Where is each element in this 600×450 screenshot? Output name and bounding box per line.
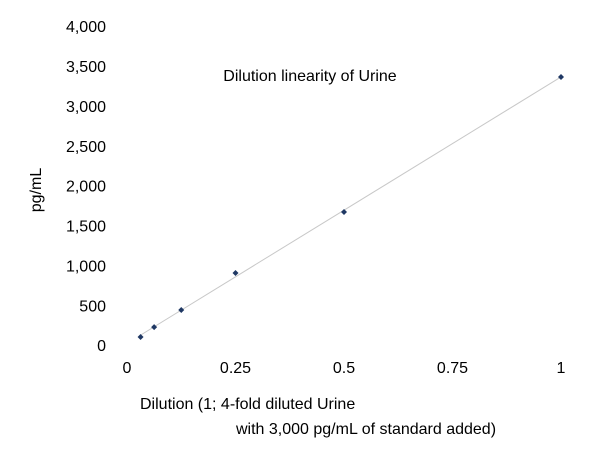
data-point	[137, 334, 144, 341]
y-tick-label: 1,500	[66, 219, 106, 236]
y-tick-label: 2,500	[66, 139, 106, 156]
x-tick-label: 0.25	[220, 360, 251, 377]
data-point	[232, 269, 239, 276]
data-point	[151, 324, 158, 331]
y-tick-label: 500	[79, 298, 106, 315]
y-tick-label: 4,000	[66, 19, 106, 36]
x-tick-label: 0	[123, 360, 132, 377]
x-tick-label: 0.75	[437, 360, 468, 377]
chart-title: Dilution linearity of Urine	[223, 68, 397, 85]
y-tick-label: 1,000	[66, 258, 106, 275]
x-tick-label: 0.5	[333, 360, 355, 377]
x-axis-label: Dilution (1; 4-fold diluted Urine	[140, 396, 355, 413]
y-tick-label: 2,000	[66, 179, 106, 196]
y-tick-label: 0	[97, 338, 106, 355]
data-point	[341, 208, 347, 215]
y-tick-label: 3,500	[66, 59, 106, 76]
x-tick-label: 1	[557, 360, 566, 377]
y-tick-label: 3,000	[66, 99, 106, 116]
trendline	[140, 76, 562, 336]
data-point	[558, 73, 564, 80]
y-axis-label: pg/mL	[28, 168, 45, 213]
x-axis-label: with 3,000 pg/mL of standard added)	[235, 421, 496, 438]
data-point	[178, 306, 185, 313]
